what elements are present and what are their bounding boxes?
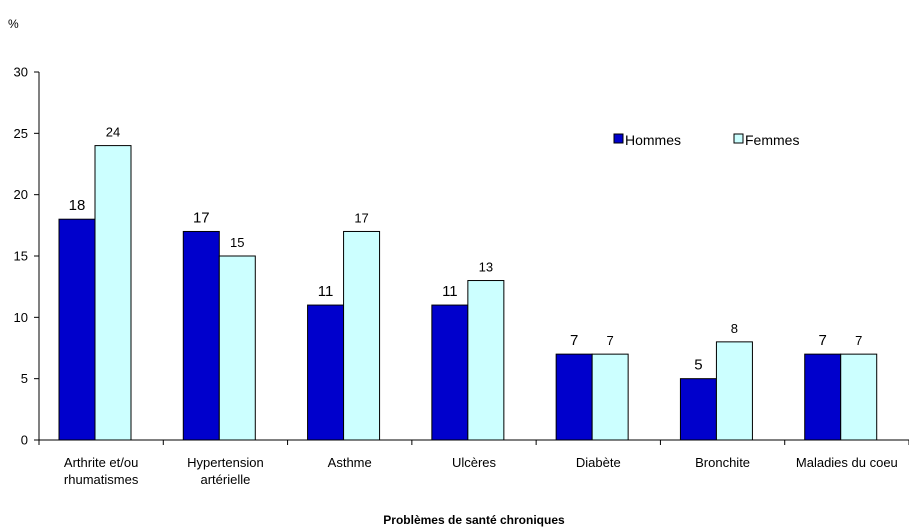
data-label-femmes: 24 [106,125,120,140]
y-tick-label: 15 [14,249,28,264]
y-tick-label: 20 [14,187,28,202]
data-label-hommes: 5 [694,357,702,374]
y-axis-unit-label: % [8,17,19,31]
x-category-label: Diabète [576,455,621,470]
bar-femmes [343,230,381,441]
bar-hommes [555,353,593,441]
bar-hommes [804,353,842,441]
data-label-hommes: 7 [819,332,827,349]
y-tick-label: 30 [14,65,28,80]
legend-swatch-femmes [733,133,744,144]
data-label-femmes: 7 [855,333,862,348]
data-label-hommes: 11 [318,283,334,300]
data-label-femmes: 17 [354,210,368,225]
y-tick-label: 10 [14,310,28,325]
bar-femmes [218,255,256,441]
data-label-hommes: 7 [570,332,578,349]
bar-hommes [307,304,345,441]
x-category-label: Arthrite et/ou rhumatismes [64,455,139,487]
legend-swatch-hommes [613,133,624,144]
bar-hommes [182,230,220,441]
legend-label-femmes: Femmes [745,132,799,148]
legend-label-hommes: Hommes [625,132,681,148]
data-label-femmes: 8 [731,321,738,336]
data-label-hommes: 18 [69,197,86,214]
x-category-label: Ulcères [452,455,497,470]
x-category-label: Bronchite [695,455,750,470]
x-category-label: Maladies du coeu [796,455,898,470]
bar-femmes [94,145,132,441]
data-label-femmes: 13 [479,260,493,275]
bar-femmes [467,280,505,441]
bar-femmes [591,353,629,441]
y-tick-label: 25 [14,126,28,141]
y-tick-label: 0 [21,433,28,448]
data-label-femmes: 15 [230,235,244,250]
bar-hommes [58,218,96,441]
bar-hommes [431,304,469,441]
bar-femmes [840,353,878,441]
x-axis-title: Problèmes de santé chroniques [383,513,565,527]
data-label-hommes: 17 [193,209,210,226]
bar-femmes [715,341,753,441]
y-tick-label: 5 [21,371,28,386]
legend: Hommes Femmes [613,132,799,148]
bar-hommes [679,378,717,441]
data-label-femmes: 7 [607,333,614,348]
data-label-hommes: 11 [442,283,458,300]
x-category-label: Asthme [328,455,372,470]
x-category-label: Hypertension artérielle [187,455,264,487]
